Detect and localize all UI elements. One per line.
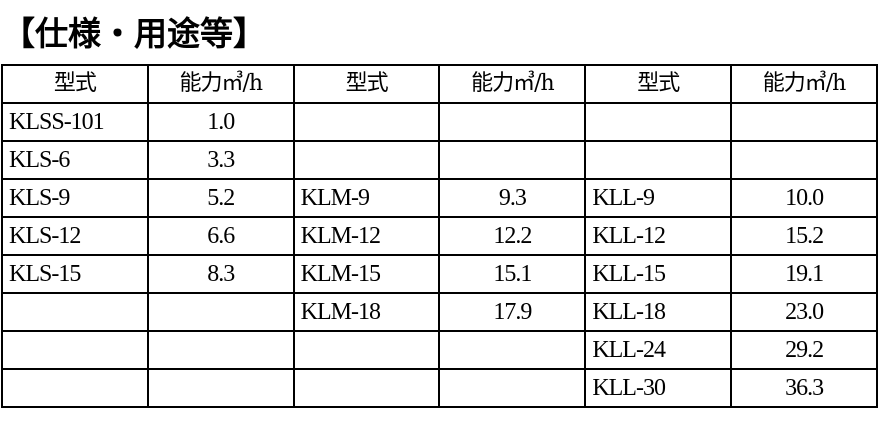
model-cell: KLM-9 xyxy=(292,178,441,218)
model-cell xyxy=(292,368,441,408)
capacity-cell xyxy=(438,102,587,142)
table-row: KLM-18 17.9 KLL-18 23.0 xyxy=(1,292,878,332)
capacity-cell: 6.6 xyxy=(146,216,295,256)
capacity-cell: 1.0 xyxy=(146,102,295,142)
column-header-model: 型式 xyxy=(292,64,441,104)
page-title: 【仕様・用途等】 xyxy=(2,14,266,53)
capacity-cell xyxy=(438,368,587,408)
column-header-model: 型式 xyxy=(584,64,733,104)
model-cell: KLS-15 xyxy=(1,254,149,294)
capacity-cell: 19.1 xyxy=(730,254,878,294)
capacity-cell xyxy=(146,368,295,408)
table-row: KLS-12 6.6 KLM-12 12.2 KLL-12 15.2 xyxy=(1,216,878,256)
table-row: KLS-6 3.3 xyxy=(1,140,878,180)
model-cell: KLM-15 xyxy=(292,254,441,294)
model-cell xyxy=(1,292,149,332)
model-cell xyxy=(1,368,149,408)
model-cell: KLL-18 xyxy=(584,292,733,332)
table-row: KLS-15 8.3 KLM-15 15.1 KLL-15 19.1 xyxy=(1,254,878,294)
table-header-row: 型式 能力㎥/h 型式 能力㎥/h 型式 能力㎥/h xyxy=(1,64,878,104)
capacity-cell xyxy=(730,102,878,142)
capacity-cell: 8.3 xyxy=(146,254,295,294)
capacity-cell: 3.3 xyxy=(146,140,295,180)
model-cell: KLSS-101 xyxy=(1,102,149,142)
column-header-capacity: 能力㎥/h xyxy=(730,64,878,104)
model-cell: KLL-30 xyxy=(584,368,733,408)
model-cell: KLL-9 xyxy=(584,178,733,218)
table-row: KLL-24 29.2 xyxy=(1,330,878,370)
capacity-cell xyxy=(438,140,587,180)
capacity-cell: 17.9 xyxy=(438,292,587,332)
model-cell xyxy=(584,102,733,142)
model-cell xyxy=(292,140,441,180)
capacity-cell: 10.0 xyxy=(730,178,878,218)
model-cell: KLS-12 xyxy=(1,216,149,256)
capacity-cell: 12.2 xyxy=(438,216,587,256)
table-row: KLS-9 5.2 KLM-9 9.3 KLL-9 10.0 xyxy=(1,178,878,218)
model-cell: KLL-12 xyxy=(584,216,733,256)
model-cell: KLS-9 xyxy=(1,178,149,218)
table-row: KLSS-101 1.0 xyxy=(1,102,878,142)
model-cell: KLL-15 xyxy=(584,254,733,294)
column-header-model: 型式 xyxy=(1,64,149,104)
capacity-cell: 9.3 xyxy=(438,178,587,218)
capacity-cell: 5.2 xyxy=(146,178,295,218)
model-cell xyxy=(584,140,733,180)
capacity-cell: 23.0 xyxy=(730,292,878,332)
column-header-capacity: 能力㎥/h xyxy=(438,64,587,104)
model-cell: KLM-18 xyxy=(292,292,441,332)
spec-table: 型式 能力㎥/h 型式 能力㎥/h 型式 能力㎥/h KLSS-101 1.0 KLS-6 3.… xyxy=(1,64,878,408)
capacity-cell xyxy=(146,330,295,370)
model-cell: KLL-24 xyxy=(584,330,733,370)
model-cell: KLM-12 xyxy=(292,216,441,256)
capacity-cell xyxy=(438,330,587,370)
model-cell xyxy=(292,330,441,370)
capacity-cell: 29.2 xyxy=(730,330,878,370)
capacity-cell: 36.3 xyxy=(730,368,878,408)
capacity-cell: 15.2 xyxy=(730,216,878,256)
model-cell xyxy=(292,102,441,142)
capacity-cell xyxy=(730,140,878,180)
model-cell: KLS-6 xyxy=(1,140,149,180)
column-header-capacity: 能力㎥/h xyxy=(146,64,295,104)
table-row: KLL-30 36.3 xyxy=(1,368,878,408)
capacity-cell: 15.1 xyxy=(438,254,587,294)
capacity-cell xyxy=(146,292,295,332)
model-cell xyxy=(1,330,149,370)
